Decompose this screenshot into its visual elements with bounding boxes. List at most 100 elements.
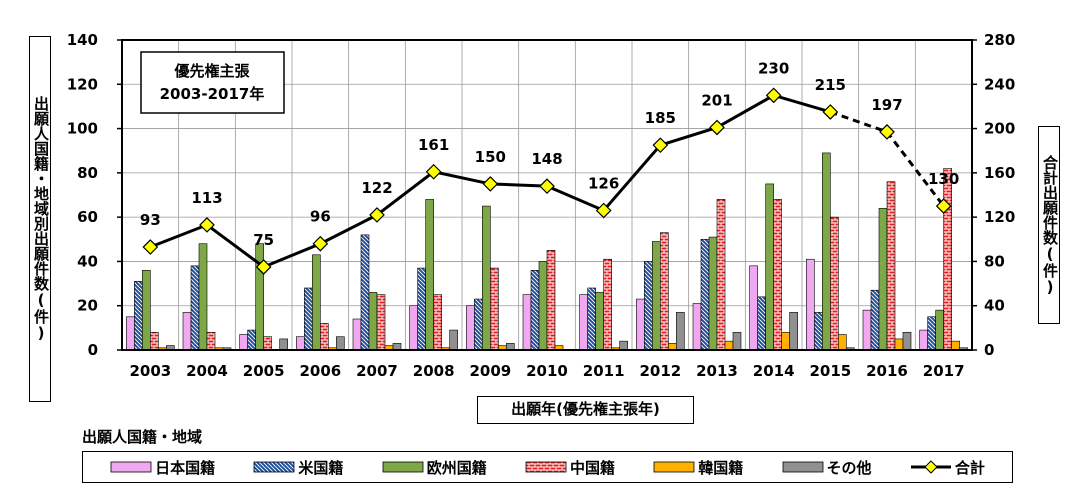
total-marker — [369, 207, 385, 223]
x-tick-label: 2011 — [583, 362, 625, 380]
bar — [304, 287, 313, 351]
bar — [409, 305, 418, 351]
bar — [838, 334, 847, 351]
bar — [466, 305, 475, 351]
bar — [789, 312, 798, 351]
bar — [781, 331, 790, 351]
y2-tick-label: 240 — [984, 75, 1015, 93]
legend-item: 米国籍 — [253, 457, 343, 478]
total-data-label: 185 — [645, 109, 676, 127]
total-line — [142, 87, 952, 275]
bar — [474, 298, 483, 351]
bar — [368, 292, 378, 351]
bar — [182, 312, 192, 351]
x-tick-label: 2007 — [356, 362, 398, 380]
bar — [822, 152, 831, 351]
bar — [765, 183, 774, 351]
bar — [595, 292, 604, 351]
total-marker — [425, 163, 442, 180]
total-data-label: 230 — [758, 59, 789, 77]
legend-swatch-rect — [254, 461, 295, 473]
bar — [490, 267, 499, 351]
title-box-line: 優先権主張 — [173, 62, 250, 80]
bar — [716, 199, 726, 351]
bar — [352, 318, 362, 351]
x-tick-label: 2008 — [413, 362, 455, 380]
bar — [239, 334, 248, 351]
axes — [117, 39, 977, 351]
y2-tick-label: 160 — [984, 164, 1015, 182]
total-marker — [935, 198, 952, 214]
bars — [126, 152, 968, 351]
bar — [935, 309, 944, 351]
title-box-frame — [140, 51, 285, 114]
bar — [587, 287, 596, 351]
y-tick-label: 40 — [77, 252, 98, 270]
legend-swatch — [382, 461, 424, 473]
legend-item: その他 — [782, 457, 872, 478]
y-axis-label-left: 出願人国籍・地域別出願件数(件) — [29, 36, 51, 402]
bar — [417, 267, 426, 351]
bar — [619, 340, 628, 351]
labels: 0 20 40 60 80 100 120 140 0 40 80 120 160 200 240 280 20… — [67, 31, 1016, 380]
bar — [312, 254, 321, 351]
total-data-label: 96 — [310, 208, 331, 226]
bar — [190, 265, 200, 351]
bar — [676, 312, 685, 351]
total-data-label: 75 — [253, 231, 274, 249]
legend-swatch — [254, 461, 295, 473]
total-data-label: 130 — [928, 170, 959, 188]
bar — [902, 331, 912, 351]
total-marker — [879, 124, 895, 140]
legend-item: 日本国籍 — [110, 457, 215, 478]
total-data-label: 126 — [588, 175, 619, 193]
legend-item: 中国籍 — [525, 457, 615, 478]
bar — [376, 294, 386, 351]
bar — [336, 336, 345, 351]
total-marker — [822, 104, 839, 120]
x-tick-label: 2003 — [129, 362, 171, 380]
bar — [247, 329, 256, 351]
total-marker — [482, 176, 499, 192]
legend-item-total: 合計 — [910, 457, 985, 478]
bar — [296, 336, 305, 351]
bar — [206, 331, 216, 351]
y-tick-label: 100 — [67, 120, 98, 138]
legend-swatch-rect — [110, 461, 152, 473]
x-tick-label: 2006 — [299, 362, 341, 380]
bar — [652, 241, 661, 351]
bar — [927, 316, 936, 351]
legend-swatch-total — [910, 460, 951, 474]
total-marker — [765, 87, 782, 104]
y2-tick-label: 120 — [984, 208, 1015, 226]
x-tick-label: 2013 — [696, 362, 738, 380]
bar — [579, 294, 588, 351]
y2-tick-label: 200 — [984, 120, 1015, 138]
plot-frame — [121, 39, 973, 351]
total-data-label: 161 — [418, 136, 449, 154]
y-tick-label: 80 — [77, 164, 98, 182]
y2-tick-label: 0 — [984, 341, 994, 359]
x-tick-label: 2015 — [809, 362, 851, 380]
legend-label: 欧州国籍 — [426, 458, 487, 477]
bar — [320, 323, 329, 351]
bar — [255, 243, 264, 351]
bar — [636, 298, 645, 351]
legend-swatch — [653, 461, 695, 473]
legend-swatch-rect — [382, 461, 424, 473]
bar — [425, 199, 434, 351]
x-tick-label: 2014 — [753, 362, 795, 380]
total-marker — [539, 178, 555, 194]
y2-tick-label: 280 — [984, 31, 1015, 49]
bar — [530, 269, 540, 351]
y-tick-label: 60 — [77, 208, 98, 226]
x-tick-label: 2010 — [526, 362, 568, 380]
bar — [943, 168, 952, 351]
legend-label: 米国籍 — [298, 458, 344, 477]
bar — [142, 269, 151, 351]
bar — [660, 232, 669, 351]
bar — [919, 329, 928, 351]
legend-total-marker — [924, 460, 938, 474]
bar — [360, 234, 370, 351]
